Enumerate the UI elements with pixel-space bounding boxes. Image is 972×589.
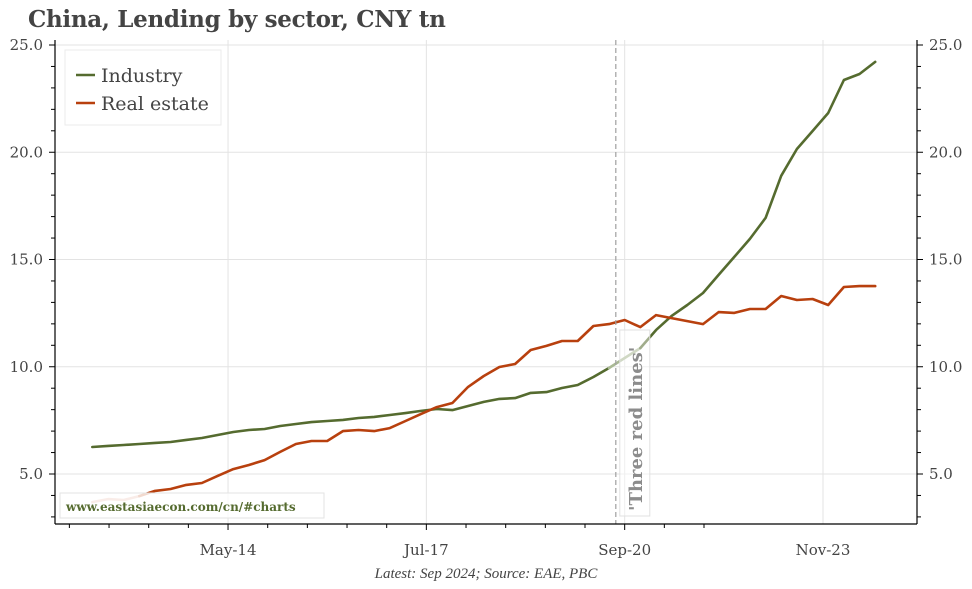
series-line-industry — [91, 366, 611, 449]
legend-box — [64, 49, 222, 126]
watermark-box — [59, 492, 325, 519]
x-tick-label: Sep-20 — [598, 541, 651, 559]
x-tick-label: Nov-23 — [796, 541, 851, 559]
y-tick-label-right: 20.0 — [929, 143, 962, 161]
series-line-industry — [639, 60, 877, 350]
y-tick-label-right: 10.0 — [929, 358, 962, 376]
series-line-real-estate — [138, 284, 877, 498]
series-lines — [91, 60, 877, 504]
watermark: www.eastasiaecon.com/cn/#charts — [59, 492, 325, 519]
watermark-text: www.eastasiaecon.com/cn/#charts — [65, 500, 296, 514]
chart-title: China, Lending by sector, CNY tn — [28, 6, 446, 33]
series-line-industry — [607, 346, 642, 370]
y-tick-label-left: 25.0 — [10, 36, 43, 54]
chart-footer: Latest: Sep 2024; Source: EAE, PBC — [374, 566, 598, 582]
annotation-group: 'Three red lines' — [615, 40, 651, 524]
annotation-box — [619, 329, 651, 517]
y-tick-label-right: 5.0 — [929, 465, 953, 483]
legend: Industry Real estate — [64, 49, 222, 126]
y-tick-label-left: 15.0 — [10, 251, 43, 269]
annotation-label: 'Three red lines' — [626, 347, 647, 511]
x-tick-label: Jul-17 — [402, 541, 449, 559]
axes: 5.0 5.0 10.0 10.0 15.0 15.0 20.0 20.0 25.0 25.0 Ma… — [10, 36, 963, 559]
x-tick-label: May-14 — [200, 541, 257, 559]
legend-label: Industry — [101, 65, 183, 87]
legend-label: Real estate — [101, 93, 209, 115]
y-tick-label-left: 5.0 — [19, 465, 43, 483]
y-tick-label-left: 20.0 — [10, 143, 43, 161]
y-tick-label-right: 15.0 — [929, 251, 962, 269]
y-tick-label-left: 10.0 — [10, 358, 43, 376]
y-tick-label-right: 25.0 — [929, 36, 962, 54]
